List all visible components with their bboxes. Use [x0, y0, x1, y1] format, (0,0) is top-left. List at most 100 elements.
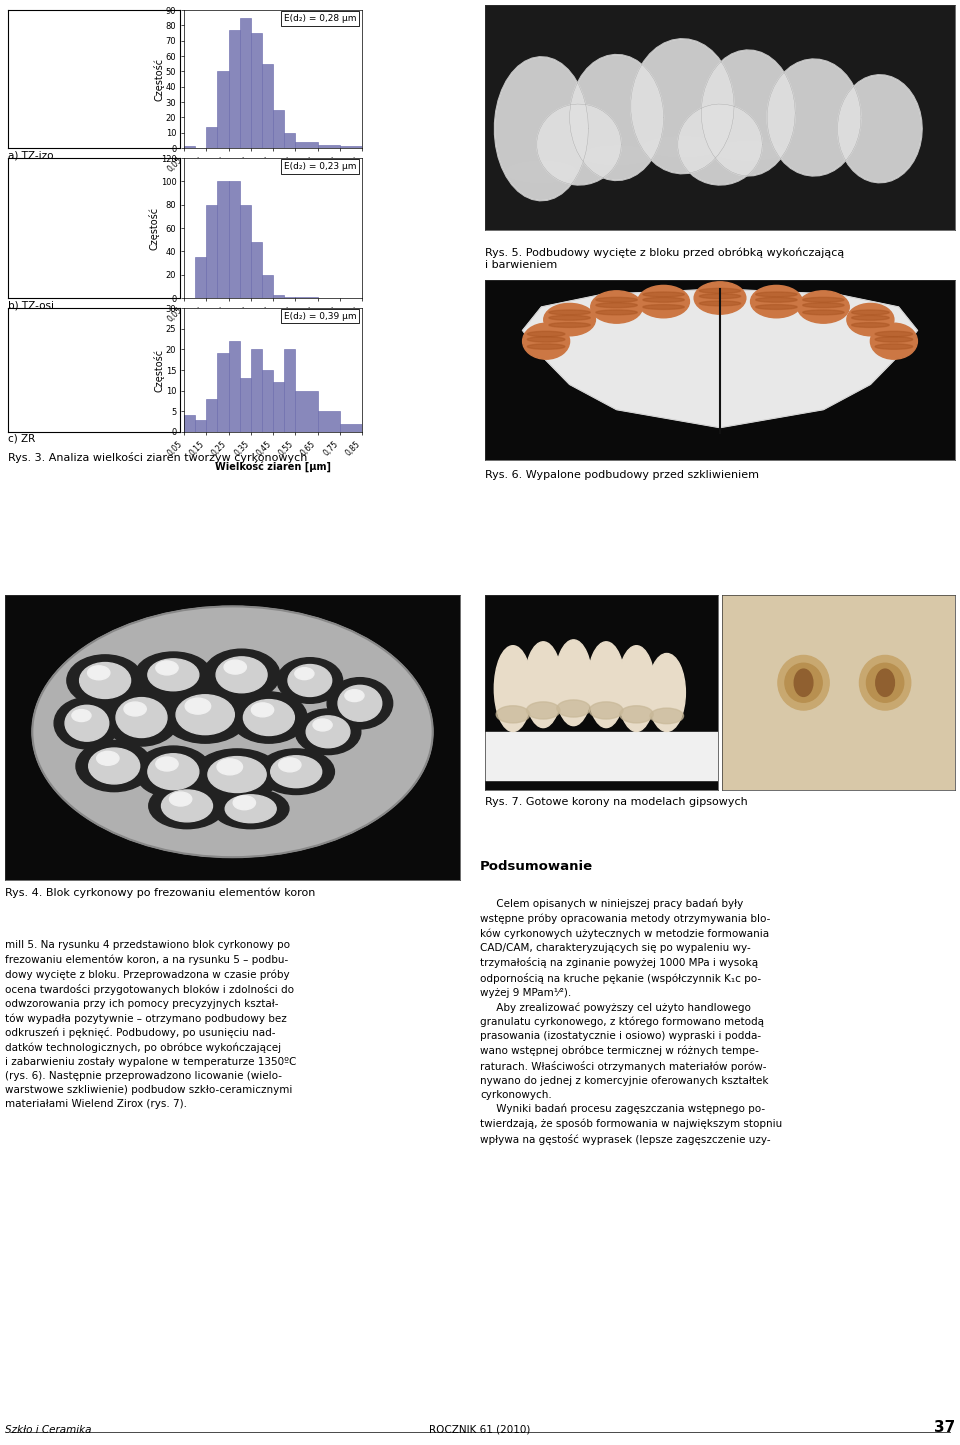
Ellipse shape: [876, 337, 913, 342]
Ellipse shape: [557, 699, 590, 717]
Bar: [262, 275, 273, 298]
Polygon shape: [631, 39, 734, 173]
Ellipse shape: [54, 698, 120, 749]
Polygon shape: [494, 56, 588, 201]
Text: Rys. 4. Blok cyrkonowy po frezowaniu elementów koron: Rys. 4. Blok cyrkonowy po frezowaniu ele…: [5, 889, 316, 899]
Bar: [251, 33, 262, 147]
Ellipse shape: [756, 292, 797, 296]
Ellipse shape: [524, 642, 562, 728]
Ellipse shape: [590, 290, 642, 324]
Text: E(d₂) = 0,28 μm: E(d₂) = 0,28 μm: [284, 14, 357, 23]
Ellipse shape: [135, 746, 211, 798]
Ellipse shape: [104, 689, 180, 746]
Ellipse shape: [876, 344, 913, 350]
Ellipse shape: [876, 669, 895, 696]
Text: Podsumowanie: Podsumowanie: [480, 860, 593, 873]
Ellipse shape: [756, 305, 797, 309]
Text: E(d₂) = 0,23 μm: E(d₂) = 0,23 μm: [284, 162, 357, 171]
Ellipse shape: [871, 324, 918, 360]
Circle shape: [156, 757, 179, 772]
Ellipse shape: [148, 659, 199, 691]
Ellipse shape: [135, 652, 211, 698]
Ellipse shape: [506, 162, 577, 182]
Text: Rys. 3. Analiza wielkości ziaren tworzyw cyrkonowych: Rys. 3. Analiza wielkości ziaren tworzyw…: [8, 452, 307, 462]
Bar: [340, 423, 362, 432]
Bar: [195, 257, 206, 298]
Circle shape: [156, 660, 179, 675]
Bar: [296, 390, 318, 432]
Bar: [228, 181, 240, 298]
Text: b) TZ-osi: b) TZ-osi: [8, 301, 54, 311]
Ellipse shape: [643, 137, 721, 158]
Bar: [318, 144, 340, 147]
Ellipse shape: [161, 686, 249, 743]
Ellipse shape: [852, 315, 889, 321]
Bar: [318, 412, 340, 432]
Ellipse shape: [212, 789, 289, 828]
Ellipse shape: [803, 298, 844, 302]
Ellipse shape: [543, 303, 595, 335]
Ellipse shape: [785, 663, 822, 702]
Circle shape: [224, 660, 247, 673]
Text: ROCZNIK 61 (2010): ROCZNIK 61 (2010): [429, 1425, 531, 1435]
Bar: [296, 142, 318, 147]
Circle shape: [97, 751, 119, 766]
Circle shape: [87, 666, 109, 679]
Ellipse shape: [859, 656, 911, 709]
Circle shape: [170, 792, 192, 806]
Circle shape: [278, 757, 301, 772]
Bar: [240, 17, 251, 147]
Ellipse shape: [582, 146, 652, 165]
Ellipse shape: [876, 331, 913, 337]
Ellipse shape: [527, 344, 564, 350]
Text: E(d₂) = 0,39 μm: E(d₂) = 0,39 μm: [284, 312, 357, 321]
Ellipse shape: [713, 142, 783, 160]
Ellipse shape: [619, 705, 653, 722]
Circle shape: [252, 702, 274, 717]
Bar: [217, 71, 228, 147]
Bar: [217, 354, 228, 432]
Bar: [240, 379, 251, 432]
Ellipse shape: [306, 715, 349, 747]
Ellipse shape: [643, 305, 684, 309]
Ellipse shape: [80, 663, 131, 698]
Bar: [262, 370, 273, 432]
Bar: [206, 127, 217, 147]
Ellipse shape: [699, 293, 741, 299]
Text: Rys. 7. Gotowe korony na modelach gipsowych: Rys. 7. Gotowe korony na modelach gipsow…: [485, 798, 748, 806]
Circle shape: [345, 689, 364, 702]
Ellipse shape: [751, 286, 803, 318]
Bar: [184, 146, 195, 147]
Ellipse shape: [699, 301, 741, 306]
Y-axis label: Częstość: Częstość: [148, 207, 159, 250]
Ellipse shape: [803, 311, 844, 315]
Ellipse shape: [527, 337, 564, 342]
Ellipse shape: [527, 331, 564, 337]
Ellipse shape: [258, 749, 334, 795]
Ellipse shape: [778, 656, 829, 709]
Ellipse shape: [852, 311, 889, 315]
Bar: [228, 341, 240, 432]
Ellipse shape: [116, 698, 167, 737]
Ellipse shape: [549, 311, 590, 315]
X-axis label: Wielkość ziaren [μm]: Wielkość ziaren [μm]: [215, 461, 331, 473]
Ellipse shape: [176, 695, 234, 734]
Bar: [217, 181, 228, 298]
Ellipse shape: [67, 655, 143, 707]
Ellipse shape: [193, 749, 280, 801]
Ellipse shape: [76, 740, 153, 792]
Ellipse shape: [149, 783, 226, 828]
Text: Szkło i Ceramika: Szkło i Ceramika: [5, 1425, 91, 1435]
Ellipse shape: [338, 685, 382, 721]
Text: mill 5. Na rysunku 4 przedstawiono blok cyrkonowy po
frezowaniu elementów koron,: mill 5. Na rysunku 4 przedstawiono blok …: [5, 941, 297, 1110]
Polygon shape: [702, 51, 795, 176]
Ellipse shape: [596, 311, 637, 315]
Text: c) ZR: c) ZR: [8, 434, 36, 444]
Bar: [273, 295, 284, 298]
Ellipse shape: [643, 292, 684, 296]
Circle shape: [33, 607, 433, 857]
Circle shape: [313, 720, 332, 731]
Ellipse shape: [650, 708, 684, 724]
Bar: [184, 416, 195, 432]
Ellipse shape: [496, 705, 530, 722]
